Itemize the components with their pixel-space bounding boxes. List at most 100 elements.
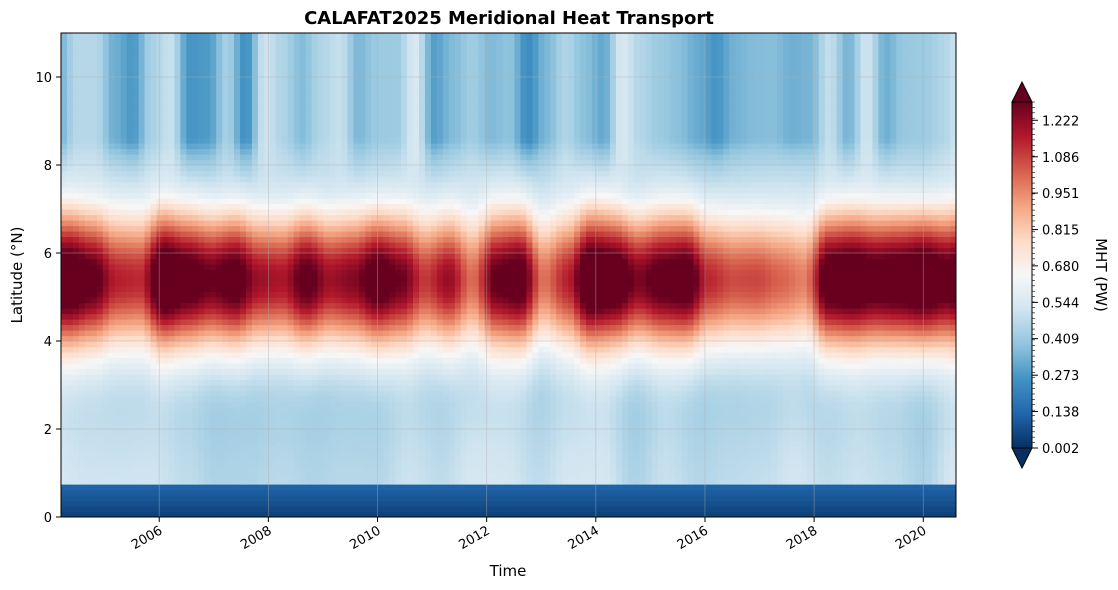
heat-cell: [234, 352, 241, 359]
heat-cell: [502, 473, 510, 480]
heat-cell: [460, 341, 468, 348]
heat-cell: [144, 429, 152, 436]
heat-cell: [138, 467, 146, 474]
heat-cell: [204, 335, 211, 342]
heat-cell: [102, 511, 110, 517]
heat-cell: [287, 500, 295, 507]
heat-cell: [395, 396, 402, 403]
heat-cell: [174, 346, 181, 353]
heat-cell: [204, 440, 211, 447]
heat-cell: [442, 401, 450, 408]
heat-cell: [627, 401, 635, 408]
heat-cell: [687, 423, 695, 430]
heat-cell: [824, 368, 832, 375]
heat-cell: [138, 335, 146, 342]
heat-cell: [114, 429, 122, 436]
heat-cell: [759, 401, 766, 408]
heat-cell: [735, 401, 742, 408]
heat-cell: [514, 456, 522, 463]
heat-cell: [568, 445, 575, 452]
heat-cell: [299, 368, 307, 375]
heat-cell: [777, 390, 784, 397]
heat-cell: [544, 484, 551, 491]
heat-cell: [502, 368, 510, 375]
heat-cell: [61, 396, 68, 403]
heat-cell: [514, 462, 522, 469]
heat-cell: [186, 357, 193, 364]
heat-cell: [735, 489, 742, 496]
heat-cell: [747, 473, 754, 480]
heat-cell: [335, 363, 343, 370]
heat-cell: [132, 330, 140, 337]
heat-cell: [323, 363, 331, 370]
heat-cell: [335, 330, 343, 337]
heat-cell: [914, 495, 921, 502]
heat-cell: [603, 451, 611, 458]
heat-cell: [950, 445, 956, 452]
heat-cell: [192, 385, 199, 392]
heat-cell: [365, 346, 372, 353]
heat-cell: [830, 495, 838, 502]
heat-cell: [836, 418, 844, 425]
heat-cell: [430, 511, 438, 517]
heat-cell: [180, 429, 187, 436]
heat-cell: [723, 484, 730, 491]
heat-cell: [234, 363, 241, 370]
heat-cell: [902, 500, 909, 507]
heat-cell: [514, 418, 522, 425]
heat-cell: [210, 451, 217, 458]
heat-cell: [90, 495, 98, 502]
heat-cell: [681, 467, 689, 474]
heat-cell: [908, 445, 915, 452]
heat-cell: [651, 462, 659, 469]
heat-cell: [824, 506, 832, 513]
heat-cell: [663, 335, 671, 342]
heat-cell: [245, 368, 253, 375]
heat-cell: [90, 418, 98, 425]
heat-cell: [210, 423, 217, 430]
heat-cell: [430, 341, 438, 348]
heat-cell: [150, 352, 158, 359]
heat-cell: [598, 429, 605, 436]
heat-cell: [860, 500, 868, 507]
heat-cell: [341, 423, 348, 430]
heat-cell: [156, 500, 164, 507]
heat-cell: [896, 423, 903, 430]
heat-cell: [323, 401, 331, 408]
heat-cell: [556, 434, 563, 441]
heat-cell: [914, 407, 921, 414]
heat-cell: [156, 368, 164, 375]
heat-cell: [90, 478, 98, 485]
heat-cell: [162, 352, 169, 359]
heat-cell: [944, 379, 951, 386]
heat-cell: [156, 341, 164, 348]
heat-cell: [126, 341, 134, 348]
heat-cell: [323, 467, 331, 474]
heat-cell: [950, 495, 956, 502]
heat-cell: [950, 462, 956, 469]
heat-cell: [830, 385, 838, 392]
heat-cell: [932, 335, 939, 342]
heat-cell: [120, 418, 128, 425]
heat-cell: [293, 434, 301, 441]
heat-cell: [466, 473, 474, 480]
heat-cell: [627, 374, 635, 381]
heat-cell: [908, 368, 915, 375]
heat-cell: [544, 418, 551, 425]
heat-cell: [932, 511, 939, 517]
heat-cell: [383, 412, 390, 419]
heat-cell: [222, 412, 229, 419]
heat-cell: [777, 489, 784, 496]
heat-cell: [204, 418, 211, 425]
heat-cell: [759, 489, 766, 496]
heat-cell: [836, 396, 844, 403]
heat-cell: [263, 374, 271, 381]
heat-cell: [275, 374, 283, 381]
heat-cell: [407, 374, 414, 381]
heat-cell: [932, 478, 939, 485]
heat-cell: [311, 335, 319, 342]
heat-cell: [568, 412, 575, 419]
heat-cell: [484, 401, 492, 408]
heat-cell: [902, 451, 909, 458]
heat-cell: [729, 418, 736, 425]
